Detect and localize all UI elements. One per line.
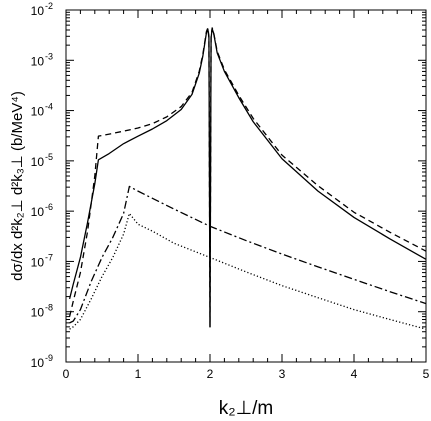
series-layer bbox=[68, 27, 427, 330]
series-line-dashdot bbox=[69, 185, 427, 324]
x-tick-label: 0 bbox=[63, 367, 70, 381]
x-tick-label: 3 bbox=[279, 367, 286, 381]
series-line-solid bbox=[68, 28, 427, 328]
series-line-dashed bbox=[68, 27, 427, 328]
plot-frame bbox=[65, 9, 427, 363]
y-tick-label: 10 bbox=[31, 306, 45, 320]
y-tick-base: 10 bbox=[31, 155, 45, 169]
y-tick-base: 10 bbox=[31, 54, 45, 68]
y-tick-exponent: -2 bbox=[45, 1, 53, 11]
y-tick-label: 10 bbox=[31, 4, 45, 18]
x-tick-label: 5 bbox=[423, 367, 430, 381]
y-tick-label: 10 bbox=[31, 105, 45, 119]
y-tick-exponent: -8 bbox=[45, 303, 53, 313]
y-tick-label: 10 bbox=[31, 356, 45, 370]
x-axis-ticks: 0 1 2 3 4 5 bbox=[63, 10, 430, 381]
y-tick-label: 10 bbox=[31, 205, 45, 219]
y-tick-exponent: -9 bbox=[45, 353, 53, 363]
x-tick-label: 2 bbox=[207, 367, 214, 381]
y-tick-label: 10 bbox=[31, 54, 45, 68]
y-tick-label: 10 bbox=[31, 155, 45, 169]
y-tick-base: 10 bbox=[31, 306, 45, 320]
y-axis-title: dσ/dx d²k₂⊥ d²k₃⊥ (b/MeV⁴) bbox=[9, 91, 26, 281]
series-line-dotted bbox=[69, 212, 427, 330]
y-tick-exponent: -5 bbox=[45, 152, 53, 162]
y-tick-exponent: -6 bbox=[45, 202, 53, 212]
y-axis-ticks: 10-910-810-710-610-510-410-310-2 bbox=[31, 1, 426, 370]
y-tick-label: 10 bbox=[31, 255, 45, 269]
y-tick-exponent: -4 bbox=[45, 102, 53, 112]
y-tick-base: 10 bbox=[31, 4, 45, 18]
y-tick-base: 10 bbox=[31, 255, 45, 269]
y-tick-exponent: -3 bbox=[45, 51, 53, 61]
x-axis-title: k₂⊥/m bbox=[219, 398, 274, 419]
y-tick-base: 10 bbox=[31, 356, 45, 370]
x-tick-label: 4 bbox=[351, 367, 358, 381]
y-tick-exponent: -7 bbox=[45, 252, 53, 262]
y-tick-base: 10 bbox=[31, 105, 45, 119]
x-tick-label: 1 bbox=[135, 367, 142, 381]
y-tick-base: 10 bbox=[31, 205, 45, 219]
